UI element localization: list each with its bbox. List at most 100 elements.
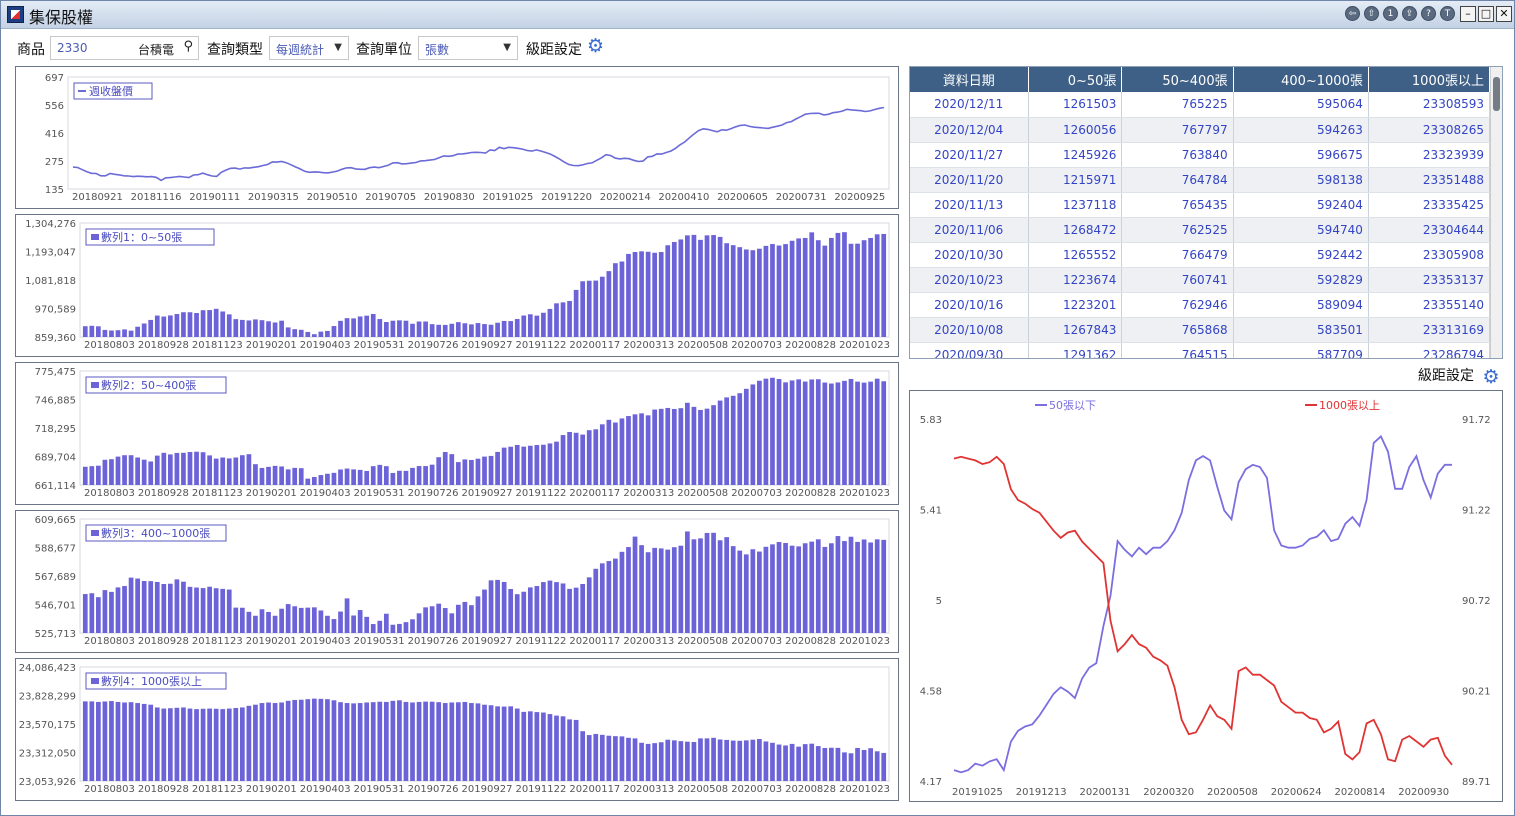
column-header-0-50[interactable]: 0~50張 <box>1028 67 1123 92</box>
info-icon[interactable]: 1 <box>1383 6 1398 21</box>
bar <box>488 324 494 337</box>
bar <box>861 749 867 781</box>
bar <box>855 747 860 781</box>
bar <box>842 232 847 337</box>
x-tick-label: 20190201 <box>246 784 297 795</box>
bar <box>626 547 631 633</box>
legend-label: 數列1：0~50張 <box>101 230 182 244</box>
bar <box>96 597 101 633</box>
table-row[interactable]: 2020/11/06 1268472 762525 594740 23304644 <box>910 217 1491 243</box>
bar <box>442 703 448 781</box>
bar <box>717 540 723 633</box>
bar <box>685 531 690 633</box>
query-type-select[interactable]: 每週統計 ▼ <box>269 36 349 60</box>
cell-value: 23355140 <box>1368 292 1491 318</box>
title-toolbar: ⇦ ⇧ 1 ⇪ ? T <box>1345 6 1455 21</box>
x-tick-label: 20190927 <box>462 636 513 647</box>
bar <box>645 552 651 633</box>
table-row[interactable]: 2020/09/30 1291362 764515 587709 23286794 <box>910 342 1491 358</box>
bar <box>835 232 841 337</box>
bar <box>390 472 396 485</box>
cell-value: 763840 <box>1121 142 1234 168</box>
plot-area <box>67 76 890 190</box>
bar <box>187 312 193 337</box>
bar <box>619 418 625 485</box>
x-tick-label: 20190531 <box>354 340 405 351</box>
bar <box>613 263 618 337</box>
column-header-1000-plus[interactable]: 1000張以上 <box>1368 67 1491 92</box>
table-row[interactable]: 2020/11/13 1237118 765435 592404 23335425 <box>910 192 1491 218</box>
help-icon[interactable]: ? <box>1421 6 1436 21</box>
minimize-button[interactable]: – <box>1460 6 1476 22</box>
table-row[interactable]: 2020/12/04 1260056 767797 594263 23308265 <box>910 117 1491 143</box>
bar <box>122 586 127 633</box>
bar <box>652 252 658 337</box>
bar <box>868 748 873 781</box>
table-row[interactable]: 2020/10/23 1223674 760741 592829 23353137 <box>910 267 1491 293</box>
cell-value: 1237118 <box>1028 192 1123 218</box>
x-tick-label: 20200814 <box>1335 787 1386 798</box>
x-tick-label: 20190531 <box>354 784 405 795</box>
table-row[interactable]: 2020/10/16 1223201 762946 589094 23355140 <box>910 292 1491 318</box>
bar <box>881 539 887 633</box>
gear-icon[interactable]: ⚙ <box>587 35 605 57</box>
bar <box>154 315 160 337</box>
column-header-50-400[interactable]: 50~400張 <box>1121 67 1234 92</box>
column-header-400-1000[interactable]: 400~1000張 <box>1233 67 1369 92</box>
bar <box>449 454 455 485</box>
x-tick-label: 20190201 <box>246 488 297 499</box>
bar <box>318 698 324 781</box>
query-unit-select[interactable]: 張數 ▼ <box>418 36 518 60</box>
bar <box>370 702 376 781</box>
bar <box>96 465 101 485</box>
topmost-icon[interactable]: T <box>1440 6 1455 21</box>
export-icon[interactable]: ⇦ <box>1345 6 1360 21</box>
query-type-label: 查詢類型 <box>207 42 263 58</box>
x-tick-label: 20201023 <box>839 488 890 499</box>
close-button[interactable]: ✕ <box>1496 6 1512 22</box>
search-icon[interactable]: ⚲ <box>183 39 193 54</box>
bar <box>770 377 775 485</box>
cell-value: 1268472 <box>1028 217 1123 243</box>
ratio-settings[interactable]: 級距設定 ⚙ <box>1418 365 1500 387</box>
table-scrollbar[interactable] <box>1490 67 1502 358</box>
bar <box>763 245 769 337</box>
bar <box>626 416 631 485</box>
bar <box>586 735 592 781</box>
legend-label: 數列2：50~400張 <box>101 378 196 392</box>
ratio-settings-label[interactable]: 級距設定 <box>1418 368 1474 384</box>
bar <box>717 236 723 337</box>
x-tick-label: 20201023 <box>839 784 890 795</box>
bar <box>272 322 278 337</box>
legend-label: 1000張以上 <box>1319 399 1380 412</box>
table-row[interactable]: 2020/12/11 1261503 765225 595064 23308593 <box>910 92 1491 118</box>
bar <box>122 329 127 337</box>
bar <box>351 318 356 337</box>
bar <box>357 703 363 781</box>
gear-icon[interactable]: ⚙ <box>1482 366 1500 388</box>
bar <box>829 747 834 781</box>
product-search-input[interactable]: 2330 台積電 ⚲ <box>50 36 199 60</box>
bar <box>560 302 566 337</box>
series3-chart-svg: 609,665 588,677 567,689 546,701 525,713 20180… <box>35 515 890 647</box>
range-settings-label[interactable]: 級距設定 <box>526 42 582 58</box>
table-row[interactable]: 2020/10/08 1267843 765868 583501 23313169 <box>910 317 1491 343</box>
bar <box>436 457 442 485</box>
scroll-thumb[interactable] <box>1493 77 1500 111</box>
table-row[interactable]: 2020/10/30 1265552 766479 592442 23305908 <box>910 242 1491 268</box>
bar <box>809 232 815 337</box>
y-tick-label: 24,086,423 <box>19 663 76 674</box>
upload-icon[interactable]: ⇧ <box>1364 6 1379 21</box>
table-row[interactable]: 2020/11/20 1215971 764784 598138 23351488 <box>910 167 1491 193</box>
y-tick-label: 859,360 <box>35 333 76 344</box>
table-row[interactable]: 2020/11/27 1245926 763840 596675 23323939 <box>910 142 1491 168</box>
maximize-button[interactable]: □ <box>1478 6 1494 22</box>
bar <box>514 319 520 337</box>
bar <box>213 708 219 781</box>
bar <box>626 737 631 781</box>
column-header-date[interactable]: 資料日期 <box>910 67 1029 92</box>
bar <box>469 459 474 485</box>
bar <box>167 454 173 485</box>
share-icon[interactable]: ⇪ <box>1402 6 1417 21</box>
x-tick-label: 20200828 <box>785 784 836 795</box>
